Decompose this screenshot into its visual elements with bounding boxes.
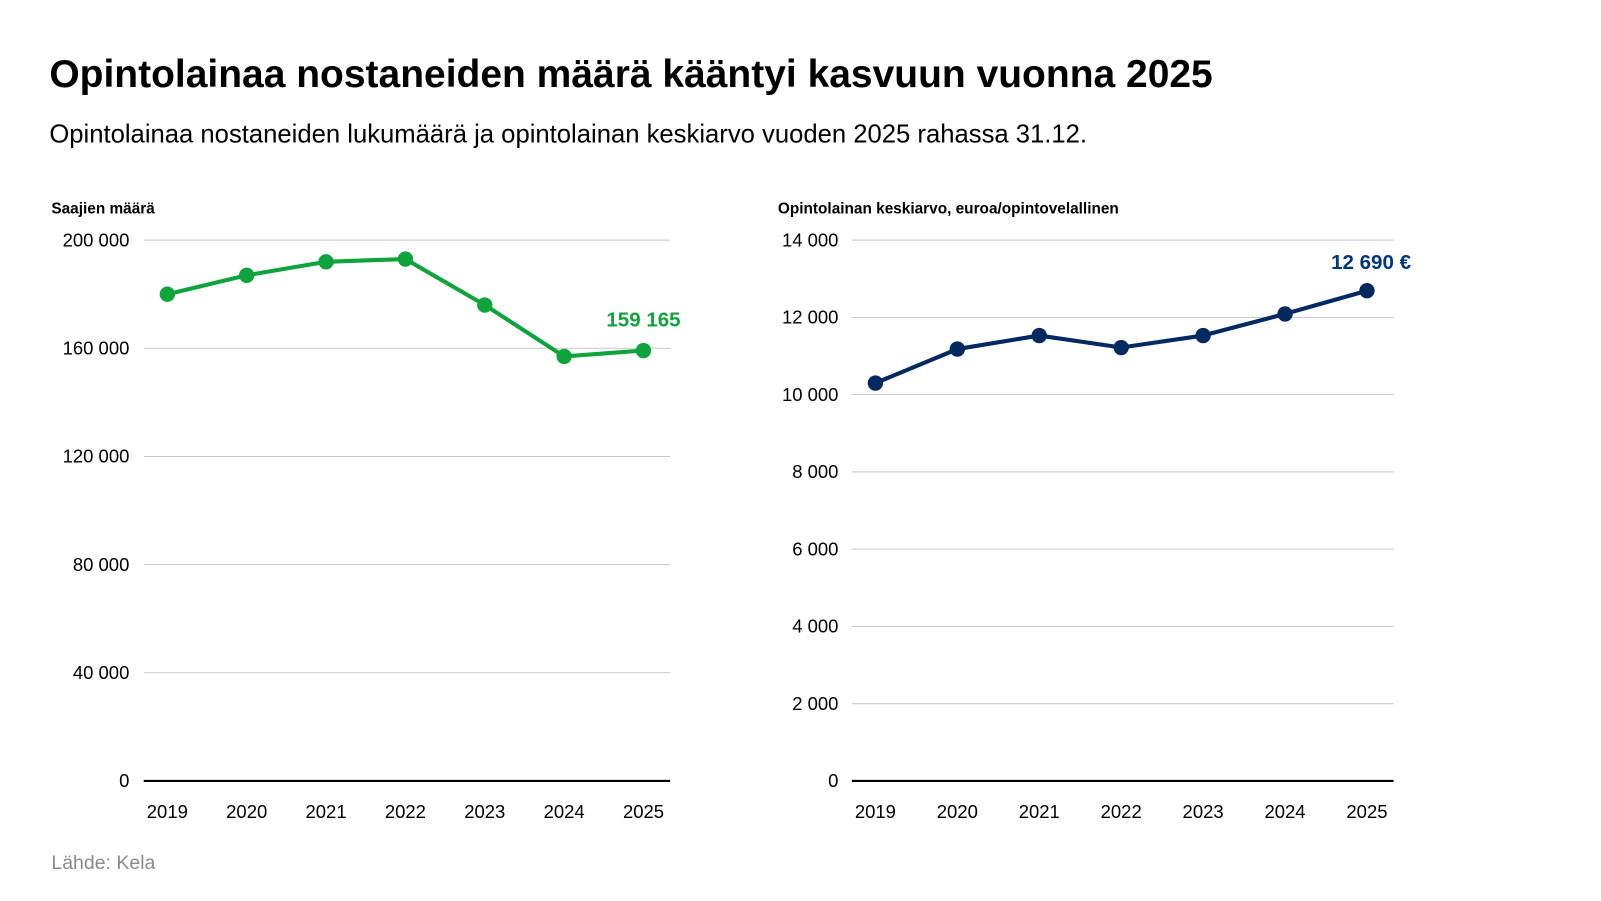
series-line [874,288,1368,385]
right-data-label: 12 690 € [1331,251,1411,274]
y-tick-label: 160 000 [63,337,130,358]
x-tick-label: 2023 [464,801,505,822]
y-tick-label: 80 000 [73,554,129,575]
data-point [867,375,884,391]
data-point [1031,327,1047,344]
y-tick-label: 12 000 [782,307,839,328]
x-tick-label: 2019 [855,801,896,822]
series-line [166,257,644,359]
y-tick-label: 120 000 [63,446,130,467]
right-line-chart: 0 2 000 4 000 6 000 8 000 10 000 12 000 14 000 2… [782,229,1394,822]
y-tick-label: 40 000 [73,662,129,683]
data-point [397,251,414,267]
y-tick-label: 14 000 [782,229,839,250]
data-point [1113,339,1129,356]
data-point [1195,327,1211,344]
y-tick-label: 0 [119,770,129,791]
left-data-label: 159 165 [606,308,680,331]
right-y-axis-title: Opintolainan keskiarvo, euroa/opintovela… [778,200,1119,217]
y-tick-label: 0 [828,770,838,791]
x-tick-label: 2022 [1101,801,1142,822]
data-point [1359,283,1375,299]
data-point [556,348,572,365]
data-point [159,286,176,302]
y-tick-label: 6 000 [792,538,838,559]
y-tick-label: 4 000 [792,616,838,637]
y-tick-label: 8 000 [792,461,838,482]
x-tick-label: 2020 [226,801,267,822]
x-tick-label: 2025 [623,801,664,822]
data-point [635,342,652,359]
x-tick-label: 2019 [147,801,188,822]
data-point [949,341,966,357]
x-tick-label: 2020 [937,801,978,822]
chart-title: Opintolainaa nostaneiden määrä kääntyi k… [49,53,1212,96]
left-line-chart: 0 40 000 80 000 120 000 160 000 200 000 2019 20… [63,229,671,822]
data-point [318,254,334,270]
x-tick-label: 2024 [544,801,585,822]
x-tick-label: 2022 [385,801,426,822]
y-tick-label: 2 000 [792,693,838,714]
y-tick-label: 200 000 [63,229,130,250]
source-note: Lähde: Kela [51,852,155,874]
x-tick-label: 2021 [1019,801,1060,822]
x-tick-label: 2023 [1183,801,1224,822]
x-tick-label: 2025 [1346,801,1387,822]
y-tick-label: 10 000 [782,384,839,405]
chart-subtitle: Opintolainaa nostaneiden lukumäärä ja op… [49,121,1087,149]
data-point [238,267,255,283]
left-y-axis-title: Saajien määrä [51,200,155,217]
data-point [477,297,493,313]
data-point [1277,306,1293,322]
x-tick-label: 2021 [306,801,347,822]
x-tick-label: 2024 [1264,801,1305,822]
